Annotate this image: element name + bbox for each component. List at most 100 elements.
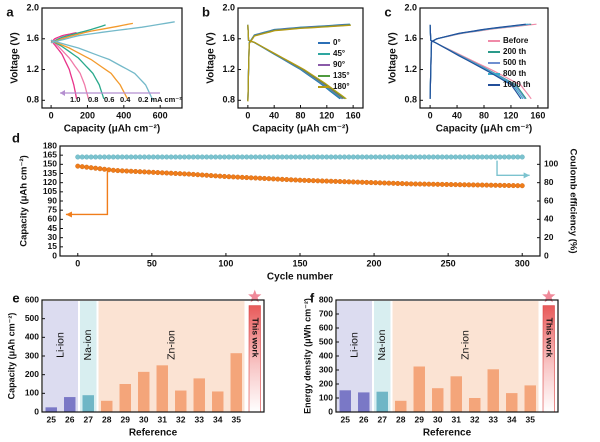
x-tick-label: 200 [367, 258, 382, 268]
ce-point [395, 154, 401, 160]
ce-point [150, 154, 156, 160]
ce-point [337, 154, 343, 160]
x-tick-label: 33 [195, 414, 205, 424]
ce-point [519, 154, 525, 160]
y-tick-label: 15 [48, 241, 58, 251]
group-region-1 [374, 301, 391, 412]
capacity-point [159, 170, 165, 176]
capacity-point [444, 181, 450, 187]
ce-point [377, 154, 383, 160]
ce-point [190, 154, 196, 160]
legend-label-1: 200 th [503, 47, 526, 56]
y-tick-label: 2.0 [222, 2, 235, 12]
ce-point [501, 154, 507, 160]
ce-point [297, 154, 303, 160]
x-tick-label: 120 [503, 110, 518, 120]
ce-point [413, 154, 419, 160]
capacity-point [97, 166, 103, 172]
series-line-charge-4 [429, 23, 526, 99]
capacity-point [373, 180, 379, 186]
ce-point [93, 154, 99, 160]
y-tick-label: 500 [319, 336, 333, 346]
ce-point [350, 154, 356, 160]
ce-point [213, 154, 219, 160]
capacity-point [270, 176, 276, 182]
x-tick-label: 28 [396, 414, 406, 424]
ce-point [164, 154, 170, 160]
capacity-point [248, 175, 254, 181]
ce-point [475, 154, 481, 160]
ce-point [84, 154, 90, 160]
series-line-charge-4 [50, 21, 175, 44]
y-tick-label: 0 [328, 406, 333, 416]
x-axis-label: Capacity (μAh cm⁻²) [64, 124, 160, 135]
y-tick-label: 700 [319, 308, 333, 318]
ce-point [324, 154, 330, 160]
legend-label-3: 800 th [503, 69, 526, 78]
x-tick-label: 34 [213, 414, 223, 424]
capacity-point [301, 177, 307, 183]
capacity-point [226, 174, 232, 180]
capacity-point [364, 179, 370, 185]
capacity-point [466, 182, 472, 188]
ce-point [457, 154, 463, 160]
y-tick-label: 2.0 [26, 2, 39, 12]
ce-point [128, 154, 134, 160]
capacity-point [399, 181, 405, 187]
y-tick-label: 300 [25, 350, 39, 360]
capacity-point [217, 173, 223, 179]
x-tick-label: 29 [415, 414, 425, 424]
bar-0 [339, 390, 351, 412]
capacity-point [430, 181, 436, 187]
capacity-point [199, 172, 205, 178]
ce-point [146, 154, 152, 160]
y-tick-label: 400 [319, 350, 333, 360]
capacity-axis-arrow-head [65, 211, 72, 218]
capacity-point [137, 169, 143, 175]
y-tick-label: 800 [319, 294, 333, 304]
x-tick-label: 0 [49, 110, 54, 120]
y-tick-label: 135 [43, 168, 57, 178]
capacity-point [381, 180, 387, 186]
capacity-point [346, 179, 352, 185]
y-tick-label: 45 [48, 223, 58, 233]
legend-label-0: 0° [333, 38, 341, 47]
x-tick-label: 32 [470, 414, 480, 424]
capacity-point [119, 168, 125, 174]
ce-axis-arrow-head [523, 172, 530, 179]
y-tick-label: 0 [52, 250, 57, 260]
capacity-point [253, 175, 259, 181]
x-tick-label: 150 [292, 258, 307, 268]
x-tick-label: 40 [452, 110, 462, 120]
ce-point [319, 154, 325, 160]
this-work-label: This work [251, 318, 261, 358]
y-tick-label: 150 [43, 159, 57, 169]
legend-label-2: 90° [333, 60, 345, 69]
y-tick-label: 105 [43, 186, 57, 196]
ce-point [110, 154, 116, 160]
y-tick-label: 300 [319, 364, 333, 374]
ce-point [288, 154, 294, 160]
y-tick-label: 500 [25, 313, 39, 323]
y-tick-label: 600 [25, 294, 39, 304]
legend-label-4: 180° [333, 82, 350, 91]
series-line-charge-4 [247, 24, 351, 102]
legend-label-4: 1000 th [503, 80, 531, 89]
bar-2 [82, 395, 94, 412]
ce-point [466, 154, 472, 160]
ce-point [266, 154, 272, 160]
this-work-label: This work [545, 318, 555, 358]
y-tick-label: 1.6 [26, 33, 39, 43]
y-tick-label: 60 [48, 214, 58, 224]
ce-point [244, 154, 250, 160]
ce-point [133, 154, 139, 160]
capacity-point [341, 179, 347, 185]
ce-point [226, 154, 232, 160]
y-right-tick-label: 40 [544, 214, 554, 224]
x-tick-label: 25 [47, 414, 57, 424]
x-tick-label: 80 [295, 110, 305, 120]
group-label-1: Na-ion [376, 329, 388, 360]
bar-5 [432, 388, 444, 412]
bar-9 [212, 391, 224, 412]
bar-9 [506, 393, 518, 412]
